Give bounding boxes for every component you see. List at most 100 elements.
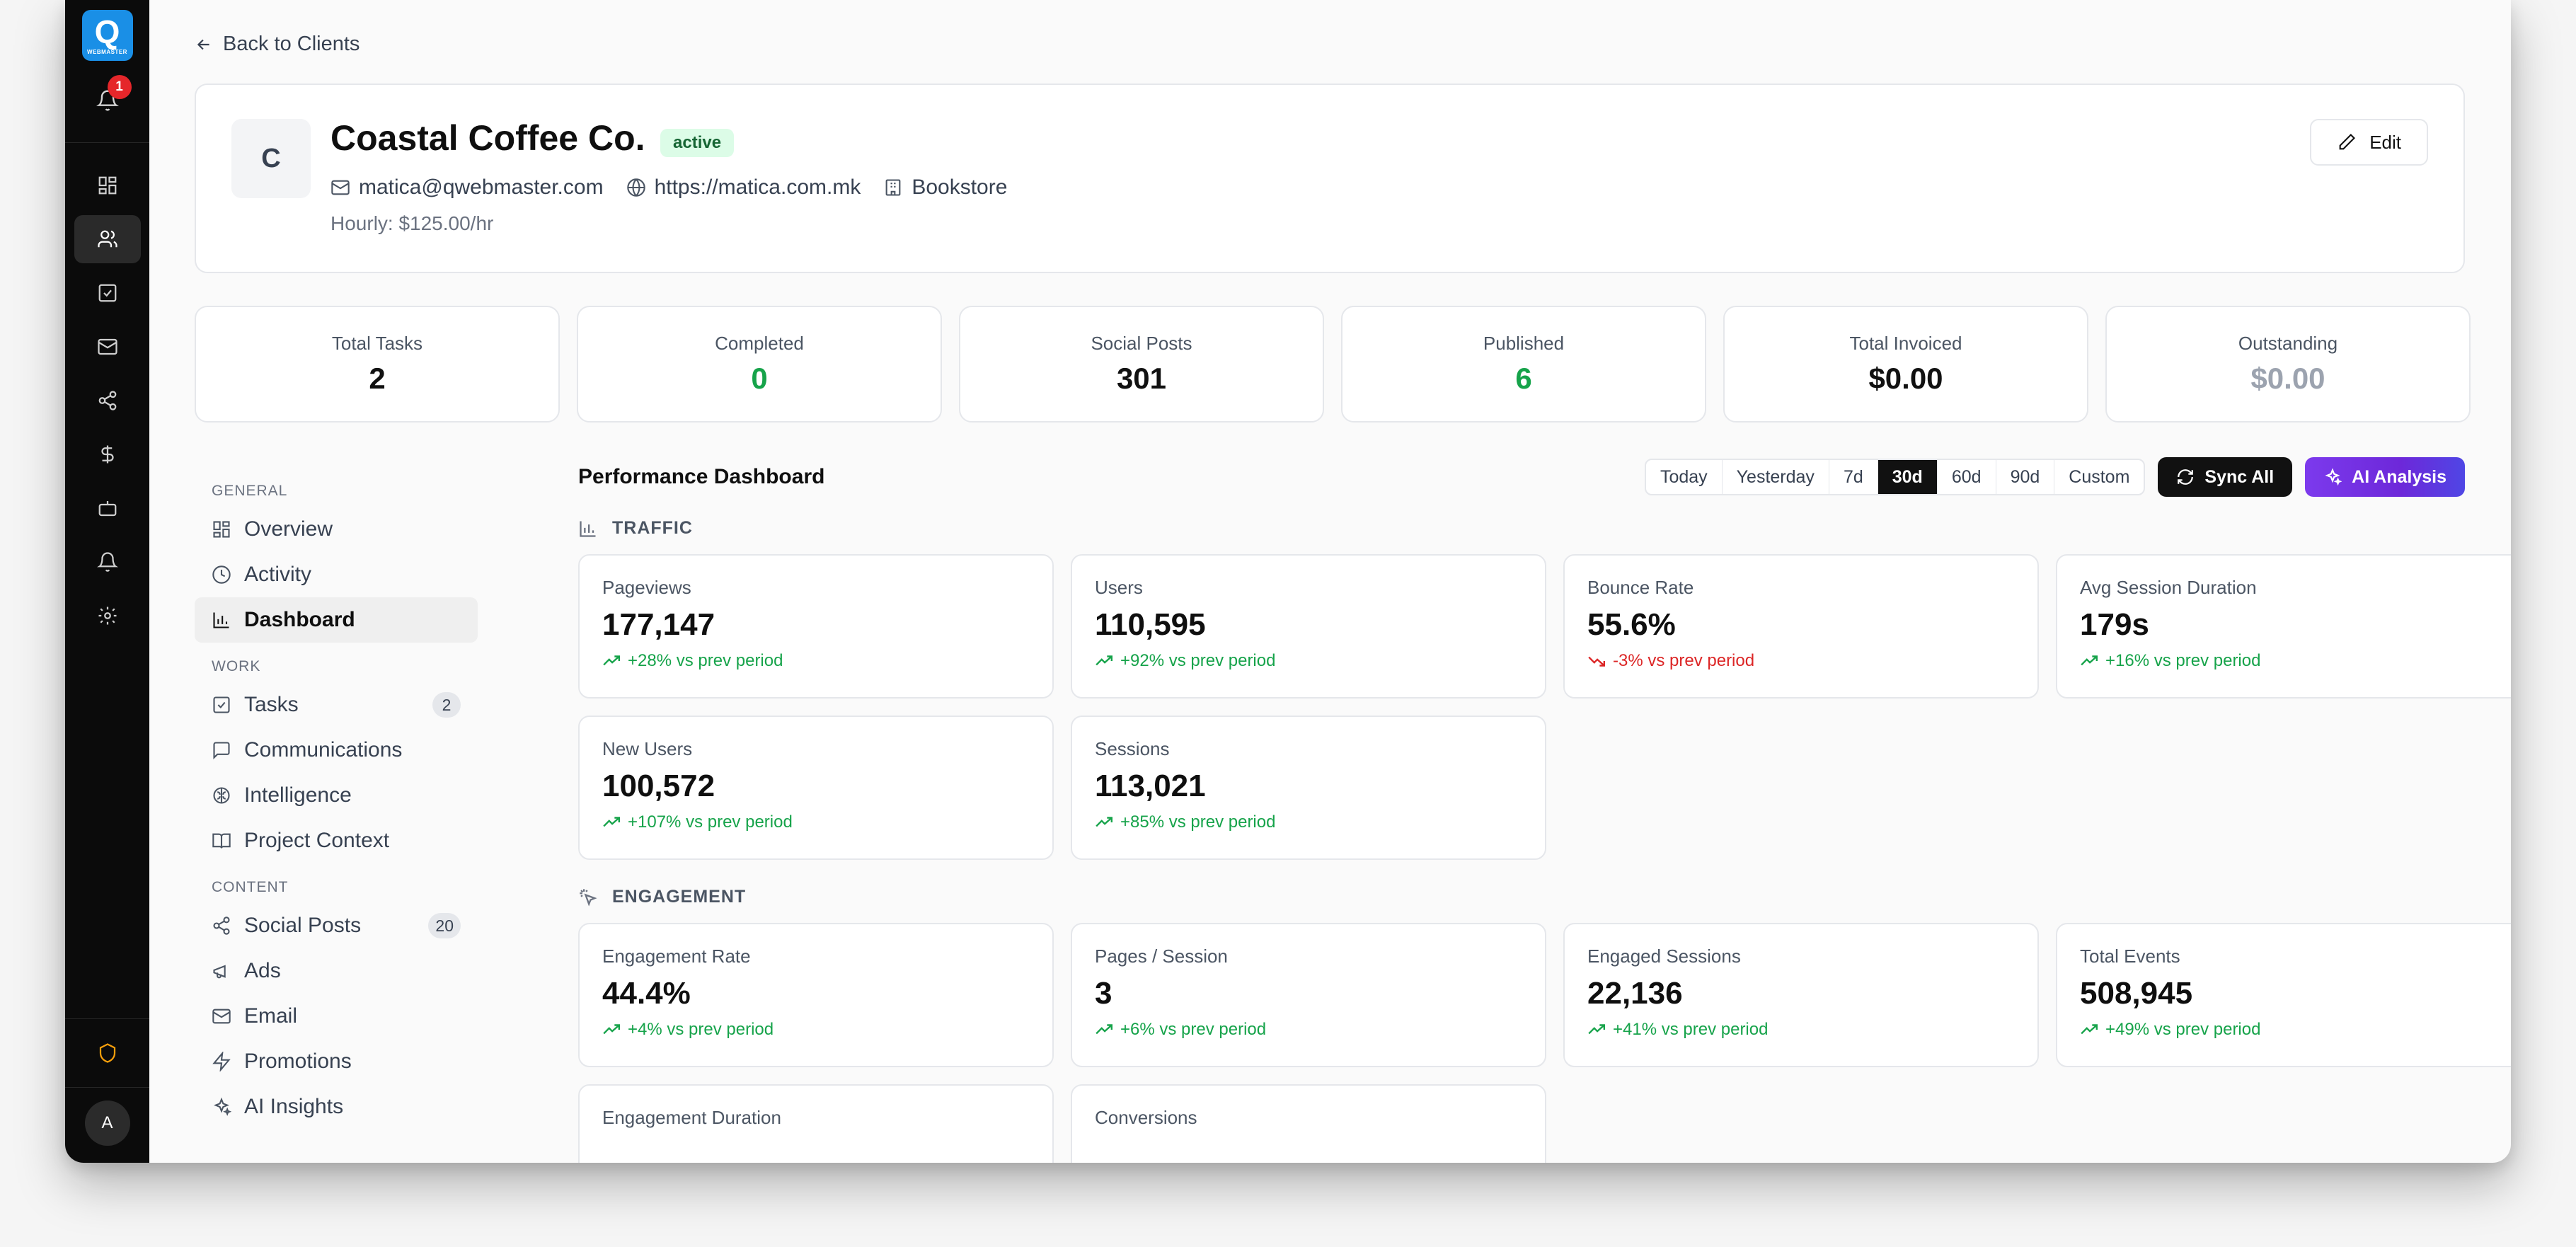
- metric-value: 508,945: [2080, 976, 2193, 1011]
- pointer-click-icon: [580, 888, 597, 907]
- rail-divider: [65, 1018, 149, 1019]
- subnav-item-ai-insights[interactable]: AI Insights: [195, 1084, 478, 1130]
- pencil-icon: [2339, 134, 2356, 150]
- trending-up-icon: [603, 1024, 621, 1035]
- metric-label: Bounce Rate: [1587, 577, 1694, 598]
- engagement-metrics-grid: Engagement Rate 44.4% +4% vs prev period Pa…: [578, 923, 2511, 1163]
- sync-all-label: Sync All: [2204, 466, 2275, 487]
- app-logo[interactable]: Q WEBMASTER: [81, 10, 133, 61]
- zap-icon: [212, 1052, 231, 1071]
- subnav-item-dashboard[interactable]: Dashboard: [195, 597, 478, 643]
- bell-icon: [96, 90, 119, 111]
- arrow-left-icon: [197, 39, 209, 50]
- metric-card-avg-session-duration: Avg Session Duration 179s +16% vs prev per…: [2056, 554, 2511, 699]
- grid-icon: [98, 176, 116, 195]
- range-60d[interactable]: 60d: [1938, 460, 1996, 494]
- metric-delta: +16% vs prev period: [2080, 651, 2507, 671]
- subnav-item-overview[interactable]: Overview: [195, 507, 478, 552]
- subnav-item-promotions[interactable]: Promotions: [195, 1039, 478, 1084]
- refresh-icon: [2178, 469, 2194, 485]
- stat-card-outstanding: Outstanding $0.00: [2105, 306, 2471, 423]
- rail-security[interactable]: [74, 1029, 141, 1077]
- edit-label: Edit: [2369, 131, 2401, 153]
- subnav-item-project-context[interactable]: Project Context: [195, 818, 478, 863]
- message-icon: [213, 742, 230, 760]
- trending-up-icon: [1096, 817, 1113, 827]
- subnav-item-intelligence[interactable]: Intelligence: [195, 773, 478, 818]
- share-icon: [98, 391, 116, 410]
- rail-dashboard[interactable]: [74, 161, 141, 209]
- dashboard-controls: Today Yesterday 7d 30d 60d 90d Custom Sync All…: [1644, 457, 2465, 497]
- traffic-title: TRAFFIC: [612, 518, 693, 538]
- sync-all-button[interactable]: Sync All: [2158, 457, 2293, 497]
- notifications-button[interactable]: 1: [96, 75, 132, 115]
- subnav-item-label: Intelligence: [244, 783, 352, 807]
- subnav-item-label: Communications: [244, 738, 403, 762]
- subnav-item-label: AI Insights: [244, 1095, 344, 1118]
- subnav-item-label: Social Posts: [244, 914, 362, 937]
- rail-settings[interactable]: [74, 592, 141, 640]
- grid-icon: [213, 521, 230, 538]
- metric-card-engagement-duration: Engagement Duration: [578, 1084, 1054, 1163]
- back-to-clients-link[interactable]: Back to Clients: [195, 33, 360, 56]
- trending-up-icon: [1096, 655, 1113, 666]
- range-today[interactable]: Today: [1646, 460, 1723, 494]
- metric-delta-text: +6% vs prev period: [1120, 1020, 1267, 1039]
- metric-card-pageviews: Pageviews 177,147 +28% vs prev period: [578, 554, 1054, 699]
- stat-value: 0: [751, 362, 768, 395]
- bot-icon: [98, 501, 116, 517]
- subnav-item-social-posts[interactable]: Social Posts 20: [195, 903, 478, 948]
- range-7d[interactable]: 7d: [1829, 460, 1878, 494]
- subnav-section-general: GENERAL: [212, 483, 288, 499]
- main-content: Back to Clients C Coastal Coffee Co. act…: [149, 0, 2511, 1163]
- rail-tasks[interactable]: [74, 269, 141, 317]
- client-website-text: https://matica.com.mk: [654, 176, 861, 199]
- building-icon: [885, 179, 901, 196]
- clock-icon: [212, 565, 231, 584]
- metric-value: 22,136: [1587, 976, 1683, 1011]
- metric-delta-text: +92% vs prev period: [1120, 651, 1276, 670]
- rail-mail[interactable]: [74, 323, 141, 371]
- gear-icon: [98, 607, 116, 625]
- stat-value: $0.00: [2250, 362, 2325, 395]
- edit-button[interactable]: Edit: [2310, 119, 2428, 166]
- traffic-section-heading: TRAFFIC: [578, 518, 2465, 539]
- trending-up-icon: [1588, 1024, 1606, 1035]
- range-yesterday[interactable]: Yesterday: [1723, 460, 1829, 494]
- range-custom[interactable]: Custom: [2069, 466, 2130, 487]
- metric-delta: +49% vs prev period: [2080, 1020, 2507, 1040]
- subnav-item-activity[interactable]: Activity: [195, 552, 478, 597]
- metric-delta-text: +16% vs prev period: [2105, 651, 2261, 670]
- subnav-item-tasks[interactable]: Tasks 2: [195, 682, 478, 728]
- rail-clients[interactable]: [74, 215, 141, 263]
- rail-social[interactable]: [74, 377, 141, 425]
- subnav-item-label: Tasks: [244, 693, 299, 716]
- rail-bots[interactable]: [74, 484, 141, 532]
- rail-bottom: A: [65, 1018, 149, 1163]
- subnav-item-email[interactable]: Email: [195, 994, 478, 1039]
- metric-delta: +28% vs prev period: [602, 651, 1030, 671]
- book-icon: [212, 833, 231, 849]
- client-website[interactable]: https://matica.com.mk: [626, 176, 861, 200]
- metric-delta: +4% vs prev period: [602, 1020, 1030, 1040]
- rail-billing[interactable]: [74, 430, 141, 478]
- user-avatar[interactable]: A: [84, 1101, 130, 1146]
- client-email[interactable]: matica@qwebmaster.com: [330, 176, 604, 200]
- trending-up-icon: [603, 655, 621, 666]
- subnav-item-ads[interactable]: Ads: [195, 948, 478, 994]
- subnav-item-label: Activity: [244, 563, 312, 586]
- metric-card-conversions: Conversions: [1071, 1084, 1546, 1163]
- range-90d[interactable]: 90d: [1996, 460, 2055, 494]
- stat-card-social-posts: Social Posts 301: [959, 306, 1324, 423]
- stat-label: Completed: [715, 333, 804, 354]
- rail-divider: [65, 142, 149, 143]
- mail-icon: [97, 338, 117, 355]
- rail-alerts[interactable]: [74, 538, 141, 586]
- mail-icon: [212, 1008, 231, 1024]
- ai-analysis-button[interactable]: AI Analysis: [2305, 457, 2465, 497]
- megaphone-icon: [213, 965, 226, 979]
- subnav-item-communications[interactable]: Communications: [195, 728, 478, 773]
- range-30d[interactable]: 30d: [1878, 460, 1938, 494]
- stat-card-published: Published 6: [1341, 306, 1706, 423]
- back-label: Back to Clients: [223, 33, 360, 55]
